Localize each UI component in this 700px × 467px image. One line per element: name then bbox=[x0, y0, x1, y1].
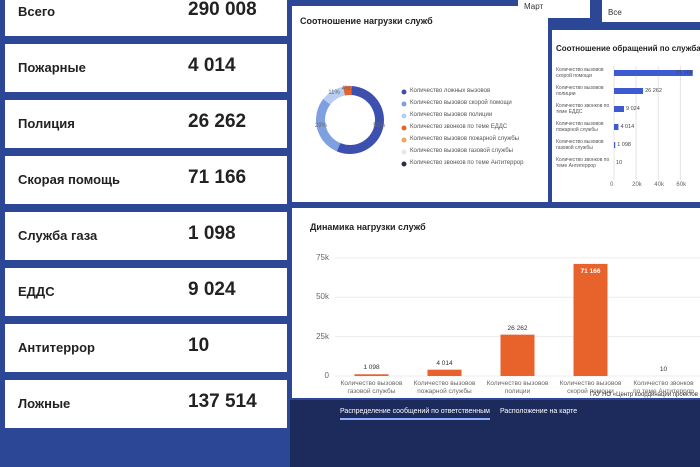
legend-label: Количество звонков по теме Антитеррор bbox=[410, 160, 524, 166]
legend-dot bbox=[401, 161, 407, 167]
category-label: Количество вызовов пожарной службы bbox=[556, 121, 604, 133]
donut-slice bbox=[336, 86, 384, 154]
value-label: 71 166 bbox=[676, 70, 693, 76]
chart-title: Динамика нагрузки служб bbox=[310, 222, 426, 232]
chart-title: Соотношение обращений по службам bbox=[556, 44, 700, 53]
dropdown[interactable]: Все bbox=[602, 0, 700, 22]
x-tick-label: 60k bbox=[676, 182, 687, 188]
card bbox=[5, 268, 287, 316]
x-tick-label: 0 bbox=[610, 182, 614, 188]
bar bbox=[614, 106, 624, 112]
panel bbox=[552, 30, 700, 202]
card-value: 1 098 bbox=[188, 223, 236, 244]
card-label: Полиция bbox=[18, 116, 75, 131]
card-value: 10 bbox=[188, 335, 210, 356]
bar bbox=[500, 334, 535, 376]
bar bbox=[614, 142, 616, 148]
legend-label: Количество вызовов полиции bbox=[410, 112, 493, 118]
category-label: Количество звонков по теме ЕДДС bbox=[556, 103, 610, 115]
donut-slice bbox=[315, 98, 341, 152]
y-tick-label: 25k bbox=[316, 331, 329, 341]
y-tick-label: 50k bbox=[316, 292, 329, 302]
legend-dot bbox=[401, 137, 407, 143]
category-label: Количество вызовов скорой помощи bbox=[559, 380, 622, 395]
card-value: 4 014 bbox=[188, 55, 236, 76]
card-label: Антитеррор bbox=[18, 340, 95, 355]
chart-title: Соотношение нагрузки служб bbox=[300, 16, 433, 26]
panel bbox=[292, 6, 548, 202]
category-label: Количество вызовов полиции bbox=[486, 380, 549, 395]
card bbox=[5, 156, 287, 204]
card-label: Служба газа bbox=[18, 228, 98, 243]
y-tick-label: 0 bbox=[324, 371, 329, 380]
slice-label: 4% bbox=[341, 86, 351, 93]
slice-label: 11% bbox=[328, 90, 340, 97]
category-label: Количество вызовов полиции bbox=[556, 85, 604, 97]
card-value: 26 262 bbox=[188, 111, 247, 132]
donut-slice bbox=[323, 86, 345, 105]
card-value: 290 008 bbox=[188, 0, 257, 20]
legend-label: Количество ложных вызовов bbox=[410, 88, 491, 94]
legend-dot bbox=[401, 89, 407, 95]
tab[interactable]: Распределение сообщений по ответственным bbox=[340, 408, 490, 420]
card bbox=[5, 44, 287, 92]
tab[interactable]: Расположение на карте bbox=[500, 408, 578, 415]
legend-dot bbox=[401, 125, 407, 131]
card bbox=[5, 100, 287, 148]
value-label: 71 166 bbox=[580, 267, 601, 275]
value-label: 10 bbox=[616, 160, 623, 166]
y-tick-label: 75k bbox=[316, 252, 329, 262]
card bbox=[5, 212, 287, 260]
bar bbox=[427, 369, 462, 376]
card bbox=[5, 324, 287, 372]
legend-dot bbox=[401, 113, 407, 119]
bar bbox=[614, 88, 644, 94]
slice-label: 29% bbox=[314, 123, 327, 130]
value-label: 1 098 bbox=[363, 364, 380, 372]
value-label: 10 bbox=[659, 365, 668, 373]
category-label: Количество звонков по теме Антитеррор bbox=[556, 157, 610, 169]
value-label: 26 262 bbox=[645, 88, 662, 94]
card bbox=[5, 0, 287, 36]
bottom-bar bbox=[290, 400, 700, 467]
dropdown[interactable]: Март bbox=[518, 0, 590, 18]
card-value: 9 024 bbox=[188, 279, 236, 300]
x-tick-label: 20k bbox=[632, 182, 642, 188]
category-label: Количество вызовов скорой помощи bbox=[556, 67, 604, 79]
value-label: 26 262 bbox=[507, 324, 528, 332]
bar bbox=[354, 374, 389, 376]
legend-label: Количество вызовов пожарной службы bbox=[410, 136, 519, 142]
card-label: Скорая помощь bbox=[18, 172, 121, 187]
value-label: 9 024 bbox=[625, 106, 640, 112]
value-label: 4 014 bbox=[436, 359, 453, 367]
x-tick-label: 40k bbox=[654, 182, 664, 188]
legend-label: Количество вызовов скорой помощи bbox=[410, 100, 512, 106]
card-value: 137 514 bbox=[188, 391, 257, 412]
category-label: Количество вызовов газовой службы bbox=[556, 139, 604, 151]
panel bbox=[292, 208, 700, 398]
legend-label: Количество звонков по теме ЕДДС bbox=[410, 124, 508, 130]
footer-text: ГАУ НО «Центр координации проектов цифр bbox=[590, 392, 700, 398]
card-label: Пожарные bbox=[18, 60, 86, 75]
card bbox=[5, 380, 287, 428]
legend-dot bbox=[401, 101, 407, 107]
donut-slice bbox=[343, 86, 352, 96]
legend-dot bbox=[401, 149, 407, 155]
bar bbox=[614, 70, 693, 76]
legend-label: Количество вызовов газовой службы bbox=[410, 148, 513, 154]
value-label: 4 014 bbox=[620, 124, 635, 130]
bar bbox=[573, 263, 608, 376]
slice-label: 55% bbox=[373, 122, 386, 129]
category-label: Количество вызовов пожарной службы bbox=[413, 380, 476, 395]
card-label: Ложные bbox=[18, 396, 71, 411]
card-label: Всего bbox=[18, 4, 56, 19]
category-label: Количество вызовов газовой службы bbox=[340, 380, 403, 395]
card-value: 71 166 bbox=[188, 167, 247, 188]
card-label: ЕДДС bbox=[18, 284, 55, 299]
bar bbox=[614, 124, 619, 130]
value-label: 1 098 bbox=[617, 142, 631, 148]
category-label: Количество звонков по теме Антитеррор bbox=[633, 380, 694, 395]
